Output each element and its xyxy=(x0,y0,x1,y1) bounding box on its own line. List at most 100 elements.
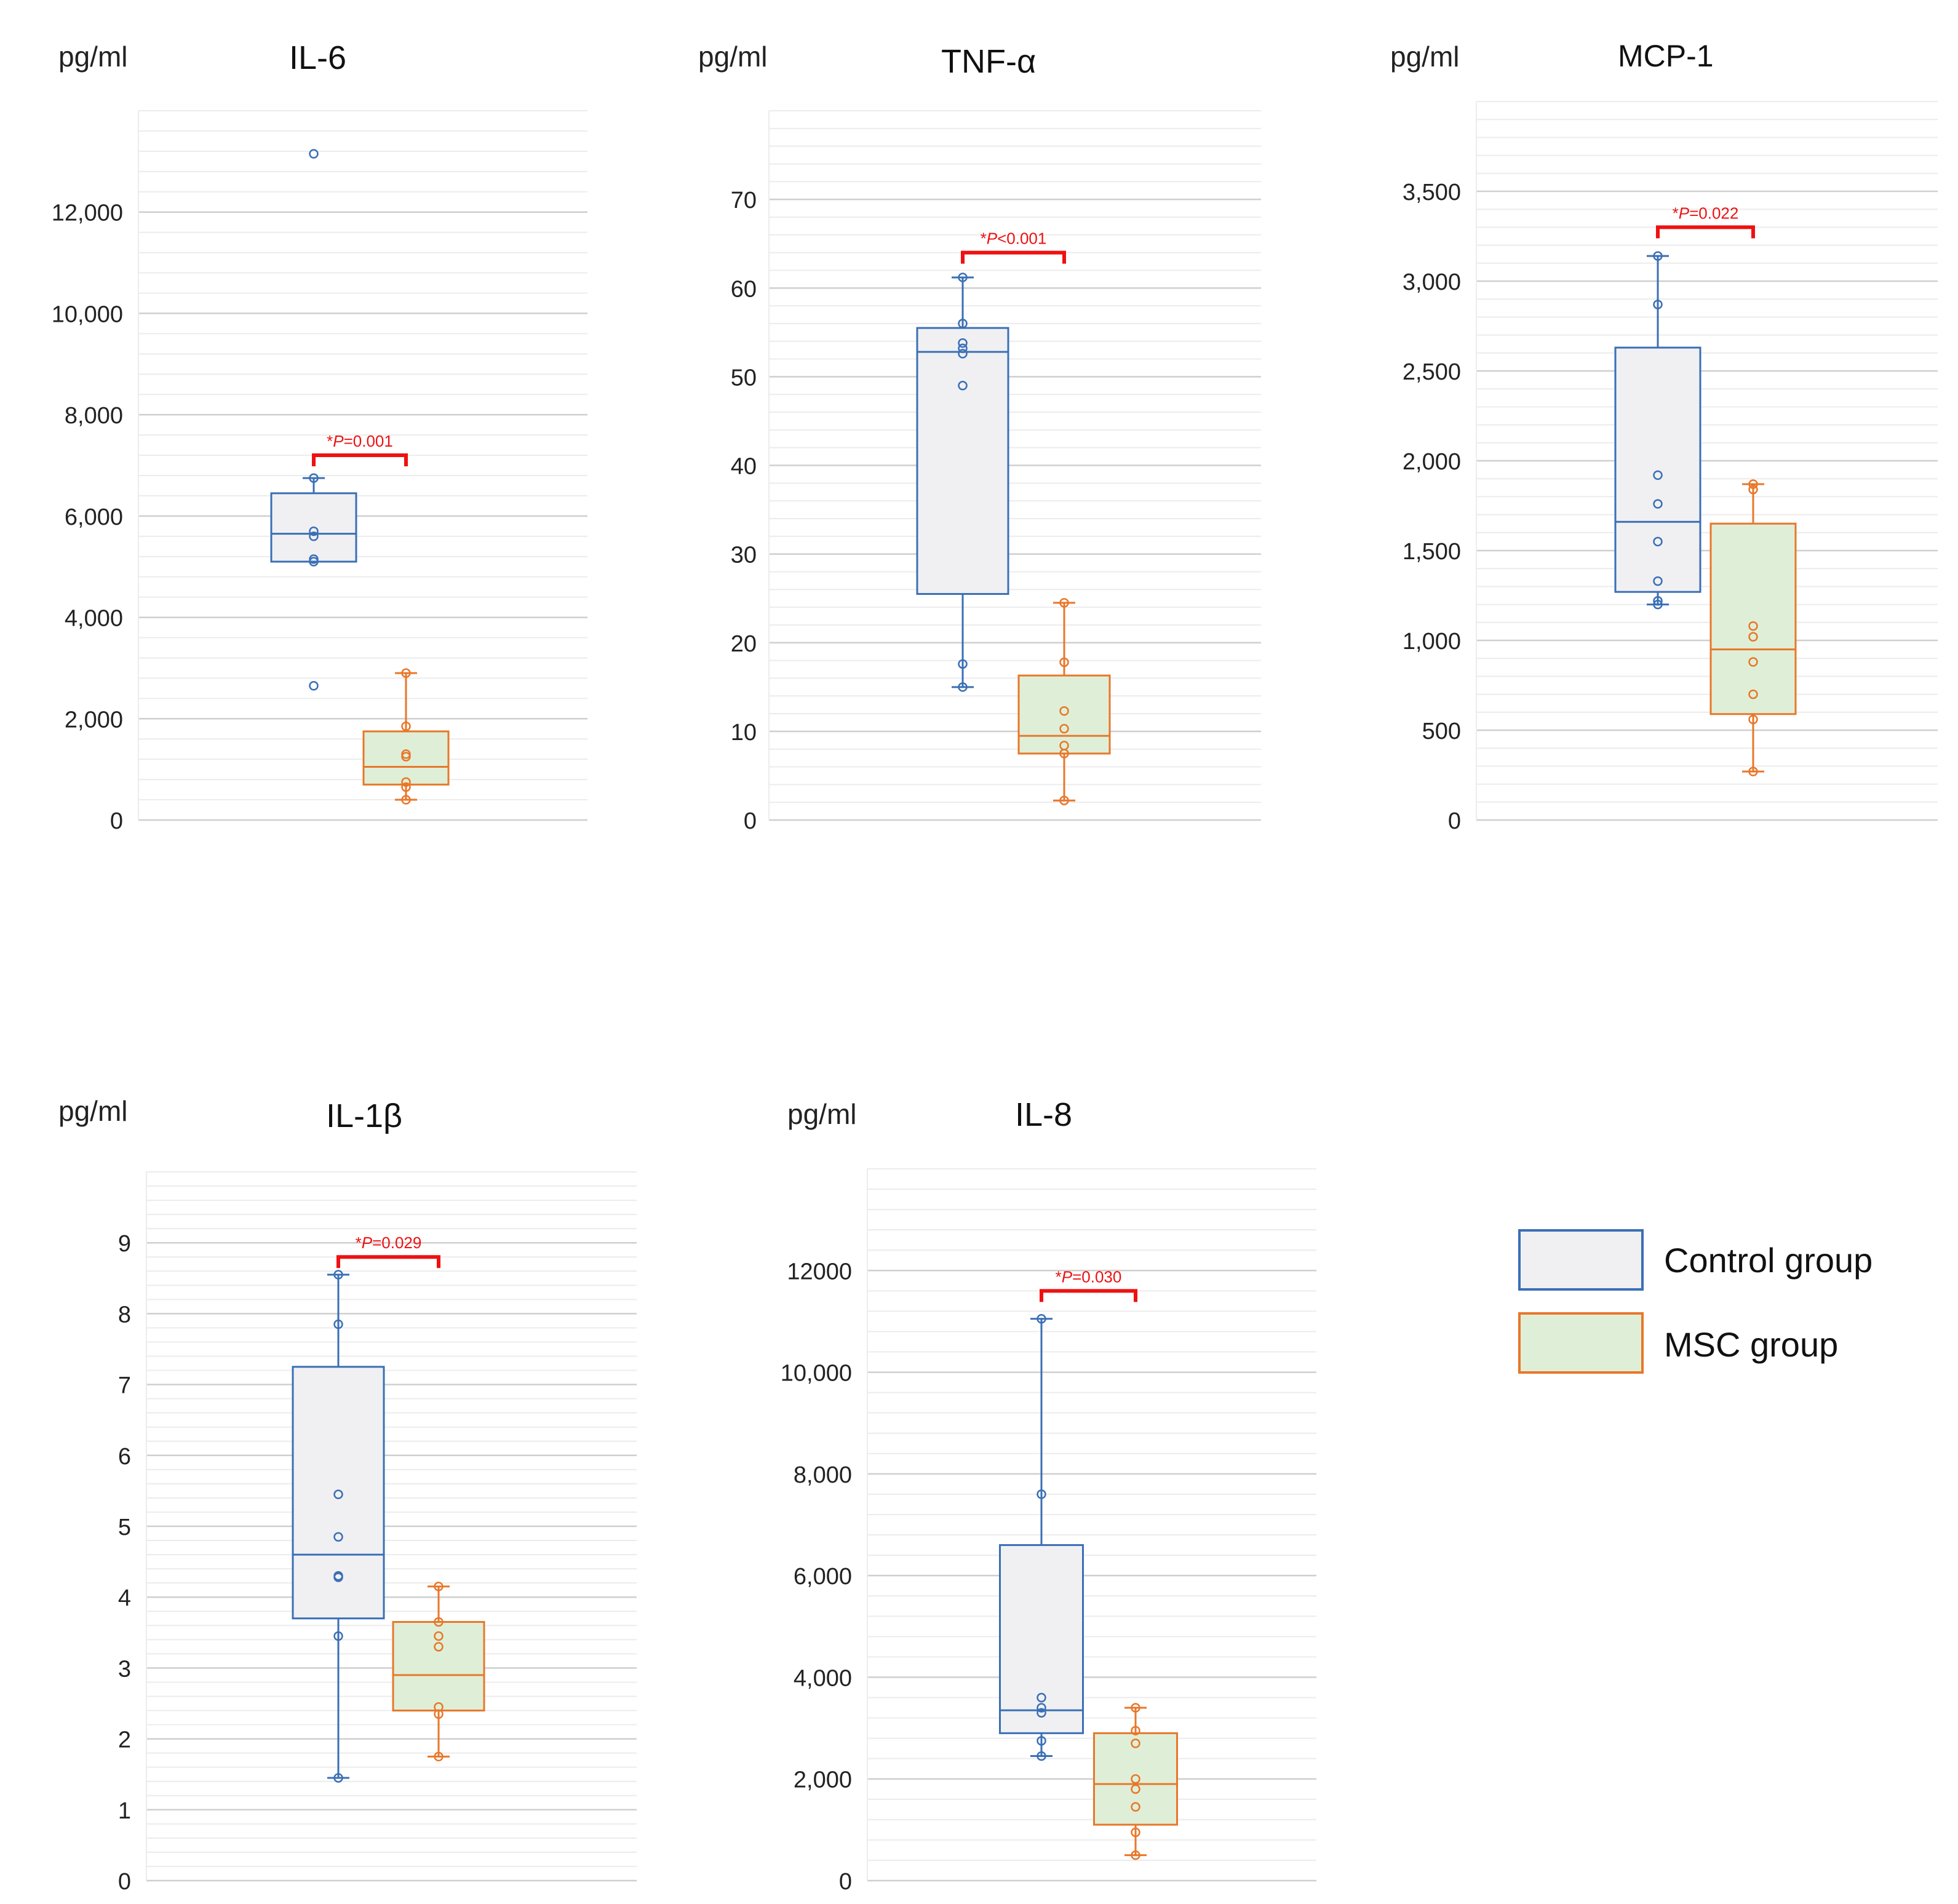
data-point xyxy=(1131,1774,1140,1784)
y-tick-label: 1,000 xyxy=(1403,629,1461,655)
box-msc xyxy=(362,668,450,805)
data-point xyxy=(1037,1314,1046,1324)
data-point xyxy=(333,1572,343,1582)
y-tick-label: 7 xyxy=(118,1373,131,1399)
data-point xyxy=(309,526,319,536)
y-tick-label: 8,000 xyxy=(65,403,123,429)
iqr-box xyxy=(916,327,1009,595)
y-tick-label: 5 xyxy=(118,1515,131,1540)
data-point xyxy=(958,319,968,329)
data-point xyxy=(309,532,319,541)
y-tick-label: 2,000 xyxy=(65,707,123,733)
data-point xyxy=(333,1270,343,1280)
box-msc xyxy=(1709,479,1797,776)
data-point xyxy=(958,343,968,354)
data-point xyxy=(434,1702,444,1712)
y-tick-label: 50 xyxy=(731,365,757,391)
legend: Control group MSC group xyxy=(1518,1229,1872,1374)
data-point xyxy=(1653,300,1663,309)
legend-label-msc: MSC group xyxy=(1664,1325,1838,1364)
y-tick-label: 1 xyxy=(118,1798,131,1824)
significance-bracket xyxy=(1656,225,1755,239)
data-point xyxy=(333,1631,343,1641)
data-point xyxy=(434,1642,444,1652)
data-point xyxy=(1059,795,1069,806)
data-point xyxy=(434,1617,444,1627)
p-value-label: *P<0.001 xyxy=(981,229,1047,248)
panel-title: IL-1β xyxy=(326,1097,402,1134)
y-tick-label: 70 xyxy=(731,188,757,213)
data-point xyxy=(1037,1751,1046,1761)
y-tick-label: 4,000 xyxy=(794,1665,852,1691)
data-point xyxy=(401,721,411,731)
y-tick-label: 3,500 xyxy=(1403,180,1461,205)
data-point xyxy=(958,349,968,359)
panel-title: IL-6 xyxy=(289,39,346,76)
data-point xyxy=(1748,767,1758,776)
p-value-label: *P=0.029 xyxy=(356,1233,422,1252)
data-point xyxy=(1059,749,1069,759)
plot-area: 0 1 2 3 4 5 6 7 8 9 *P=0.029 xyxy=(118,1171,637,1895)
data-point xyxy=(1653,576,1663,586)
data-point xyxy=(958,381,968,391)
data-point xyxy=(1653,251,1663,261)
y-tick-label: 2,000 xyxy=(794,1767,852,1793)
significance-bracket xyxy=(1040,1289,1137,1302)
data-point xyxy=(1653,536,1663,547)
data-point xyxy=(1131,1827,1140,1838)
y-tick-label: 0 xyxy=(839,1869,852,1895)
data-point xyxy=(1131,1784,1140,1794)
legend-swatch-msc xyxy=(1518,1312,1644,1374)
data-point xyxy=(434,1582,444,1591)
y-tick-label: 0 xyxy=(1448,808,1461,834)
data-point xyxy=(333,1319,343,1329)
y-tick-label: 0 xyxy=(110,808,123,834)
y-tick-label: 8,000 xyxy=(794,1462,852,1488)
box-control xyxy=(270,149,357,691)
p-value-label: *P=0.022 xyxy=(1673,204,1739,222)
data-point xyxy=(1748,621,1758,631)
panel-tnf-alpha: pg/ml TNF-α 0 10 20 30 40 50 60 70 *P<0.001 xyxy=(698,41,1261,834)
plot-area: 0 2,000 4,000 6,000 8,000 10,000 12000 *P=0.030 xyxy=(781,1168,1316,1895)
unit-label: pg/ml xyxy=(1390,41,1459,73)
data-point xyxy=(1037,1735,1046,1746)
iqr-box xyxy=(392,1621,485,1712)
y-tick-label: 12000 xyxy=(787,1259,852,1285)
box-control xyxy=(916,273,1009,692)
panel-il6: pg/ml IL-6 0 2,000 4,000 6,000 8,000 10,000 12… xyxy=(52,39,587,834)
y-tick-label: 0 xyxy=(744,808,757,834)
unit-label: pg/ml xyxy=(58,1095,127,1127)
box-control xyxy=(1614,251,1701,610)
data-point xyxy=(309,473,319,483)
panel-il8: pg/ml IL-8 0 2,000 4,000 6,000 8,000 10,000 12… xyxy=(781,1096,1316,1895)
data-point xyxy=(1748,632,1758,642)
plot-area: 0 500 1,000 1,500 2,000 2,500 3,000 3,500 *P=0.0… xyxy=(1403,101,1938,834)
iqr-box xyxy=(1709,522,1797,715)
y-tick-label: 10,000 xyxy=(52,301,123,327)
data-point xyxy=(401,777,411,787)
y-tick-label: 6,000 xyxy=(65,504,123,530)
data-point xyxy=(401,752,411,762)
data-point xyxy=(1131,1703,1140,1713)
data-point xyxy=(333,1489,343,1499)
y-tick-label: 12,000 xyxy=(52,201,123,226)
unit-label: pg/ml xyxy=(698,41,767,73)
data-point xyxy=(1059,598,1069,608)
data-point xyxy=(1131,1726,1140,1735)
data-point xyxy=(309,149,319,159)
box-msc xyxy=(392,1582,485,1762)
y-tick-label: 4 xyxy=(118,1585,131,1611)
iqr-box xyxy=(999,1544,1084,1734)
data-point xyxy=(1653,499,1663,509)
data-point xyxy=(1059,723,1069,734)
unit-label: pg/ml xyxy=(58,41,127,73)
y-tick-label: 10 xyxy=(731,720,757,746)
unit-label: pg/ml xyxy=(787,1098,856,1130)
y-tick-label: 6,000 xyxy=(794,1564,852,1590)
data-point xyxy=(1653,470,1663,480)
data-point xyxy=(1131,1739,1140,1748)
significance-bracket xyxy=(336,1255,440,1269)
data-point xyxy=(309,557,319,567)
legend-label-control: Control group xyxy=(1664,1241,1872,1280)
